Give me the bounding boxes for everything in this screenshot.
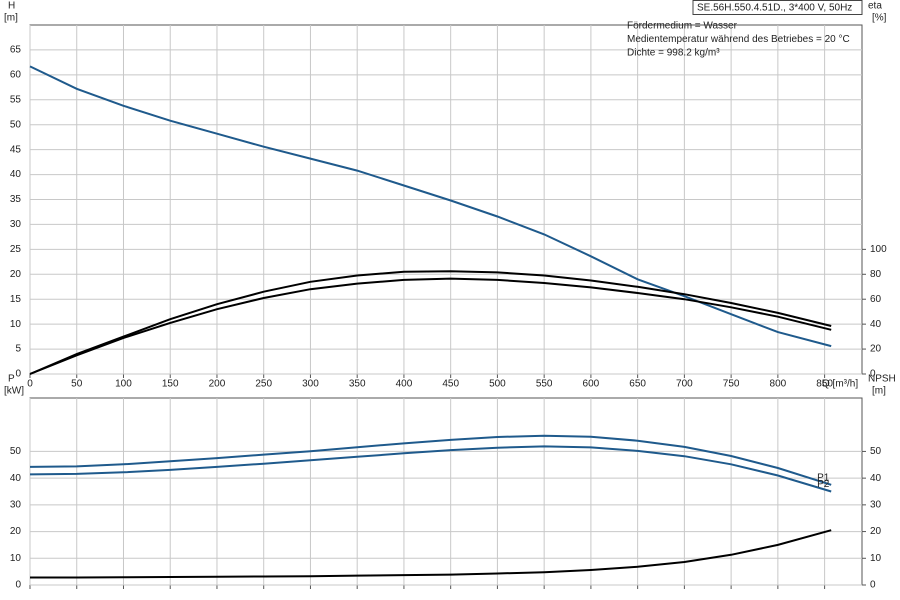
- annotation: Fördermedium = Wasser: [627, 21, 738, 32]
- y2-tick-label: 20: [870, 526, 882, 537]
- plot-frame: [29, 397, 863, 586]
- y2-tick-label: 0: [870, 580, 876, 591]
- y2-tick-label: 40: [870, 319, 882, 330]
- x-tick-label: 300: [302, 379, 319, 390]
- x-tick-label: 700: [676, 379, 693, 390]
- y-tick-label: 0: [15, 580, 21, 591]
- x-axis-label: Q [m³/h]: [822, 379, 858, 390]
- series-line: [29, 277, 832, 375]
- x-tick-label: 50: [71, 379, 83, 390]
- y-axis-unit: [m]: [4, 13, 18, 24]
- y2-axis-label: NPSH: [868, 374, 896, 385]
- x-tick-label: 650: [629, 379, 646, 390]
- y-tick-label: 10: [10, 319, 22, 330]
- x-tick-label: 400: [396, 379, 413, 390]
- series-line: [29, 434, 832, 486]
- y-tick-label: 50: [10, 446, 22, 457]
- y2-tick-label: 10: [870, 553, 882, 564]
- y-tick-label: 50: [10, 119, 22, 130]
- y-tick-label: 65: [10, 45, 22, 56]
- x-tick-label: 850: [816, 379, 833, 390]
- y2-axis-unit: [m]: [872, 386, 886, 397]
- x-tick-label: 100: [115, 379, 132, 390]
- x-tick-label: 550: [536, 379, 553, 390]
- y2-tick-label: 30: [870, 499, 882, 510]
- y2-tick-label: 50: [870, 446, 882, 457]
- x-tick-label: 500: [489, 379, 506, 390]
- y-tick-label: 40: [10, 169, 22, 180]
- annotation: Medientemperatur während des Betriebes =…: [627, 34, 850, 45]
- y-tick-label: 15: [10, 294, 22, 305]
- y-tick-label: 35: [10, 194, 22, 205]
- series-label: P1: [817, 472, 830, 483]
- y2-tick-label: 0: [870, 369, 876, 380]
- y-tick-label: 5: [15, 344, 21, 355]
- x-tick-label: 750: [723, 379, 740, 390]
- y2-tick-label: 20: [870, 344, 882, 355]
- x-tick-label: 250: [255, 379, 272, 390]
- y-tick-label: 45: [10, 144, 22, 155]
- y-axis-label: P: [8, 374, 15, 385]
- y2-axis-unit: [%]: [872, 13, 887, 24]
- y-axis-unit: [kW]: [4, 386, 24, 397]
- y-tick-label: 30: [10, 499, 22, 510]
- y-tick-label: 25: [10, 244, 22, 255]
- x-tick-label: 150: [162, 379, 179, 390]
- y-tick-label: 10: [10, 553, 22, 564]
- y2-tick-label: 60: [870, 294, 882, 305]
- x-tick-label: 600: [583, 379, 600, 390]
- y2-tick-label: 80: [870, 269, 882, 280]
- y-tick-label: 40: [10, 473, 22, 484]
- series-line: [30, 529, 832, 579]
- y2-tick-label: 100: [870, 244, 887, 255]
- annotation: Dichte = 998.2 kg/m³: [627, 48, 720, 59]
- y-tick-label: 20: [10, 269, 22, 280]
- y2-tick-label: 40: [870, 473, 882, 484]
- series-line: [29, 270, 832, 375]
- title-box: [692, 0, 863, 15]
- y-tick-label: 0: [15, 369, 21, 380]
- chart-title: SE.56H.550.4.51D., 3*400 V, 50Hz: [697, 3, 852, 14]
- x-tick-label: 350: [349, 379, 366, 390]
- y-tick-label: 30: [10, 219, 22, 230]
- x-tick-label: 450: [442, 379, 459, 390]
- series-line: [29, 65, 832, 348]
- series-line: [29, 445, 832, 493]
- y-axis-label: H: [8, 1, 15, 12]
- series-label: P2: [817, 479, 830, 490]
- x-tick-label: 200: [209, 379, 226, 390]
- y-tick-label: 55: [10, 94, 22, 105]
- x-tick-label: 800: [770, 379, 787, 390]
- x-tick-label: 0: [27, 379, 33, 390]
- y-tick-label: 60: [10, 69, 22, 80]
- y2-axis-label: eta: [868, 1, 882, 12]
- y-tick-label: 20: [10, 526, 22, 537]
